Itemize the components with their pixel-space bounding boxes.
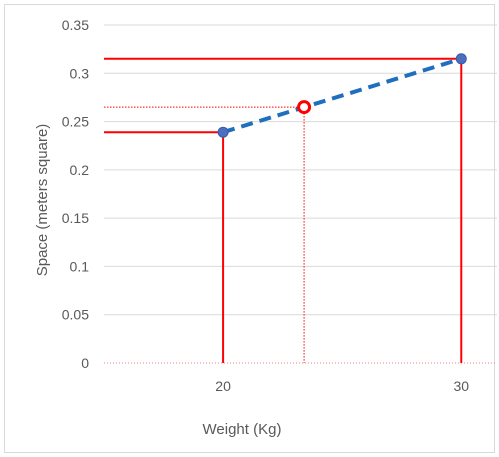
data-points [217,53,467,138]
y-tick-label: 0.05 [62,307,89,323]
y-tick-label: 0.1 [70,258,90,274]
data-point [455,53,467,65]
x-tick-label: 20 [215,378,231,394]
x-axis-ticks: 20 30 [215,378,469,394]
interpolated-point [297,100,312,115]
interpolation-series [222,56,462,135]
reference-lines [104,57,463,363]
x-tick-label: 30 [453,378,469,394]
y-tick-label: 0.15 [62,210,89,226]
x-axis-title: Weight (Kg) [203,421,282,438]
y-axis-title: Space (meters square) [34,124,51,277]
y-tick-label: 0.25 [62,114,89,130]
y-tick-label: 0.35 [62,17,89,33]
y-tick-label: 0.2 [70,162,90,178]
chart-area [4,4,495,453]
y-tick-label: 0 [81,355,89,371]
y-axis-ticks: 0 0.05 0.1 0.15 0.2 0.25 0.3 0.35 [62,17,89,371]
data-point [217,126,229,138]
interpolation-line [222,56,462,135]
gridlines [104,24,497,364]
y-tick-label: 0.3 [70,65,90,81]
